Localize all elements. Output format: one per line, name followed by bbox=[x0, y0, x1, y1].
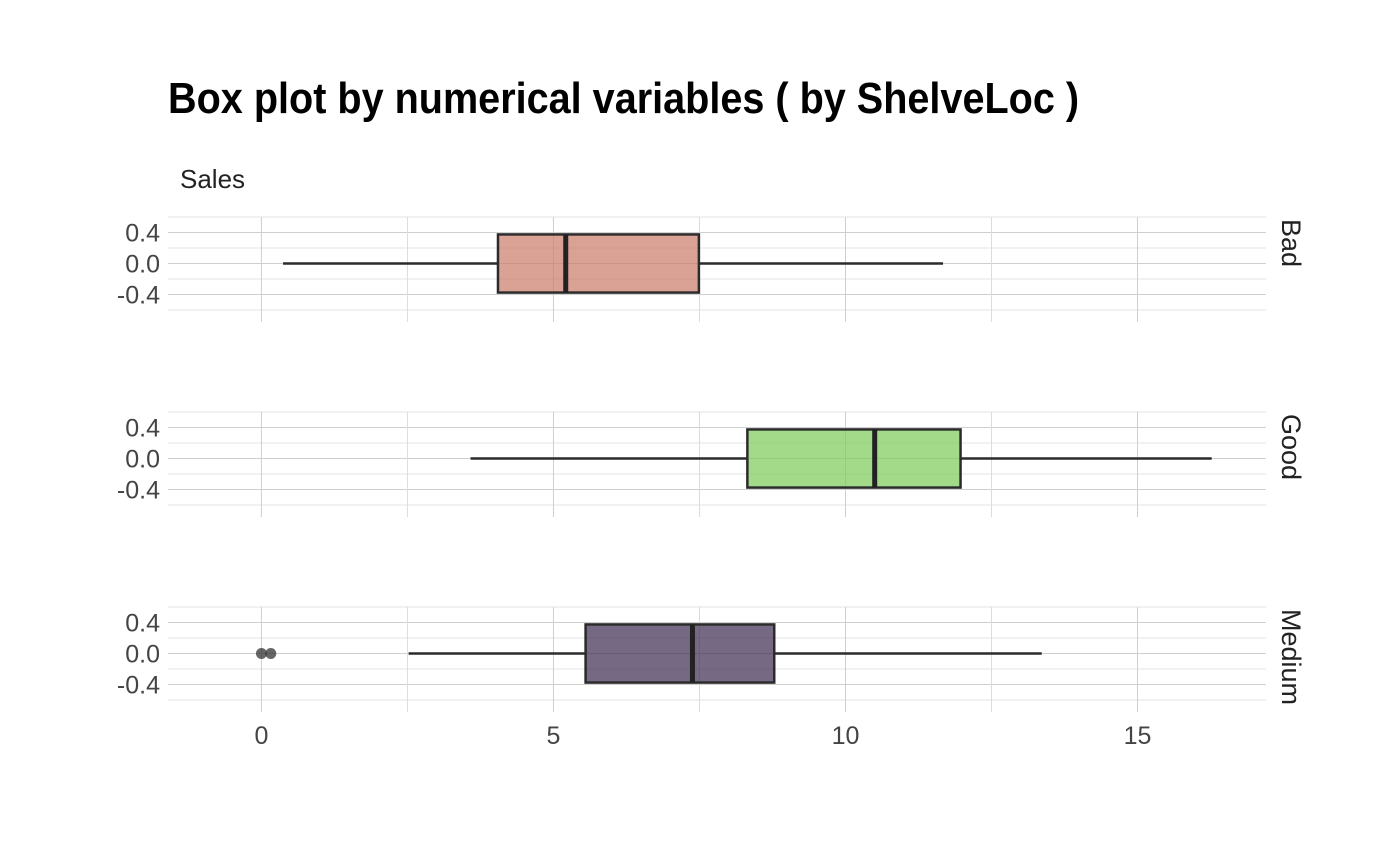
y-tick-label: -0.4 bbox=[117, 477, 160, 505]
outlier-point bbox=[255, 648, 267, 659]
x-tick-label: 15 bbox=[1124, 722, 1152, 750]
chart-subtitle: Sales bbox=[180, 164, 246, 194]
y-tick-label: 0.4 bbox=[125, 415, 160, 443]
chart-title: Box plot by numerical variables ( by She… bbox=[168, 74, 1080, 123]
box bbox=[746, 428, 962, 489]
facet-label: Good bbox=[1276, 414, 1306, 480]
y-tick-label: 0.0 bbox=[125, 641, 160, 669]
facet-label: Bad bbox=[1276, 219, 1306, 267]
box bbox=[584, 623, 776, 684]
y-tick-label: -0.4 bbox=[117, 282, 160, 310]
x-tick-label: 10 bbox=[832, 722, 860, 750]
y-tick-label: 0.0 bbox=[125, 251, 160, 279]
y-tick-label: 0.4 bbox=[125, 220, 160, 248]
outlier-point bbox=[265, 648, 277, 659]
x-tick-label: 0 bbox=[254, 722, 268, 750]
facet-label: Medium bbox=[1276, 609, 1306, 705]
y-tick-label: -0.4 bbox=[117, 672, 160, 700]
x-tick-label: 5 bbox=[547, 722, 561, 750]
y-tick-label: 0.0 bbox=[125, 446, 160, 474]
box bbox=[496, 233, 701, 294]
y-tick-label: 0.4 bbox=[125, 610, 160, 638]
